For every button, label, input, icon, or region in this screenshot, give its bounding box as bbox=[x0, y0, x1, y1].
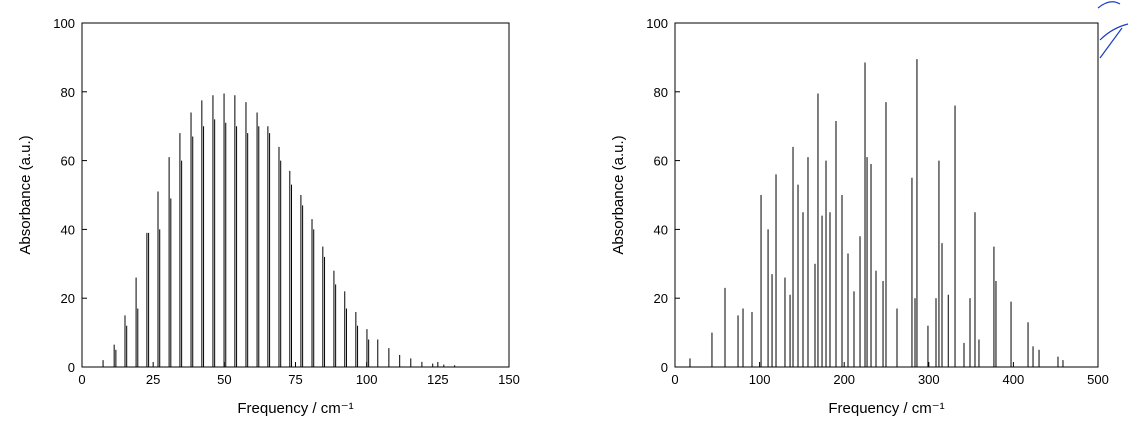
x-tick-label: 300 bbox=[918, 372, 940, 387]
y-tick-label: 60 bbox=[61, 154, 75, 169]
x-tick-label: 100 bbox=[749, 372, 771, 387]
x-axis-title: Frequency / cm⁻¹ bbox=[237, 400, 353, 417]
x-tick-label: 75 bbox=[288, 372, 302, 387]
x-tick-label: 0 bbox=[671, 372, 678, 387]
y-tick-label: 60 bbox=[654, 154, 668, 169]
y-tick-label: 100 bbox=[53, 16, 75, 31]
y-tick-label: 20 bbox=[654, 291, 668, 306]
x-tick-label: 125 bbox=[427, 372, 449, 387]
x-tick-label: 0 bbox=[78, 372, 85, 387]
y-tick-label: 40 bbox=[654, 222, 668, 237]
y-tick-label: 100 bbox=[646, 16, 668, 31]
y-tick-label: 0 bbox=[661, 360, 668, 375]
handwritten-mark bbox=[1097, 1, 1129, 59]
y-tick-label: 80 bbox=[61, 85, 75, 100]
x-tick-label: 100 bbox=[356, 372, 378, 387]
y-axis-title: Absorbance (a.u.) bbox=[610, 135, 627, 254]
y-tick-label: 40 bbox=[61, 222, 75, 237]
x-tick-label: 500 bbox=[1087, 372, 1109, 387]
y-tick-label: 20 bbox=[61, 291, 75, 306]
x-axis-title: Frequency / cm⁻¹ bbox=[828, 400, 944, 417]
y-axis-title: Absorbance (a.u.) bbox=[17, 135, 34, 254]
x-tick-label: 150 bbox=[498, 372, 520, 387]
x-tick-label: 400 bbox=[1003, 372, 1025, 387]
plot-frame bbox=[674, 22, 1099, 368]
x-tick-label: 50 bbox=[217, 372, 231, 387]
x-tick-label: 25 bbox=[146, 372, 160, 387]
x-tick-label: 200 bbox=[833, 372, 855, 387]
y-tick-label: 80 bbox=[654, 85, 668, 100]
y-tick-label: 0 bbox=[68, 360, 75, 375]
plot-frame bbox=[81, 22, 510, 368]
